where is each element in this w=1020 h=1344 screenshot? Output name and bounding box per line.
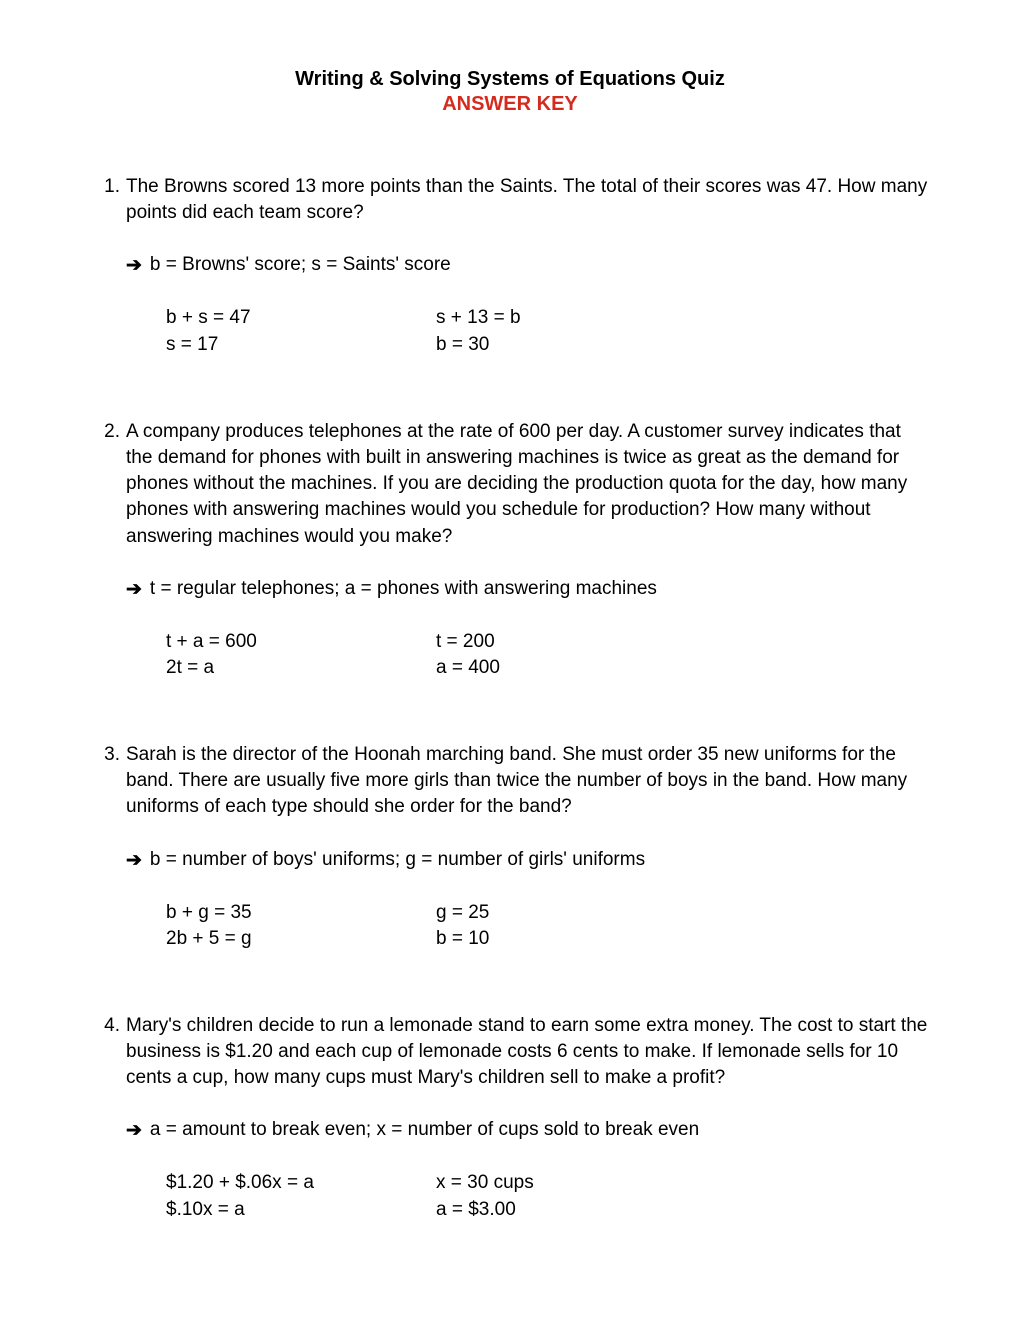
question-2: 2. A company produces telephones at the …	[90, 419, 930, 682]
question-number: 1.	[90, 174, 126, 200]
variable-definitions: t = regular telephones; a = phones with …	[150, 578, 657, 600]
question-4: 4. Mary's children decide to run a lemon…	[90, 1013, 930, 1224]
question-text: The Browns scored 13 more points than th…	[126, 174, 930, 226]
equation: $1.20 + $.06x = a	[166, 1170, 436, 1197]
equation: 2t = a	[166, 655, 436, 682]
arrow-icon: ➔	[126, 254, 142, 277]
equation: a = $3.00	[436, 1197, 534, 1224]
equation: b + s = 47	[166, 305, 436, 332]
equation: b = 10	[436, 926, 489, 953]
question-text: Mary's children decide to run a lemonade…	[126, 1013, 930, 1092]
equation: 2b + 5 = g	[166, 926, 436, 953]
equation: a = 400	[436, 655, 500, 682]
question-3: 3. Sarah is the director of the Hoonah m…	[90, 742, 930, 953]
equation: t + a = 600	[166, 629, 436, 656]
equation: g = 25	[436, 900, 489, 927]
page-title: Writing & Solving Systems of Equations Q…	[90, 68, 930, 91]
arrow-icon: ➔	[126, 578, 142, 601]
variable-definitions: a = amount to break even; x = number of …	[150, 1119, 699, 1141]
equation: t = 200	[436, 629, 500, 656]
question-number: 4.	[90, 1013, 126, 1039]
arrow-icon: ➔	[126, 849, 142, 872]
equation: s = 17	[166, 332, 436, 359]
variable-definitions: b = number of boys' uniforms; g = number…	[150, 849, 645, 871]
question-text: A company produces telephones at the rat…	[126, 419, 930, 550]
arrow-icon: ➔	[126, 1119, 142, 1142]
variable-definitions: b = Browns' score; s = Saints' score	[150, 254, 451, 276]
answer-key-label: ANSWER KEY	[90, 93, 930, 116]
equation: s + 13 = b	[436, 305, 521, 332]
question-number: 2.	[90, 419, 126, 445]
equation: b = 30	[436, 332, 521, 359]
equation: x = 30 cups	[436, 1170, 534, 1197]
equation: $.10x = a	[166, 1197, 436, 1224]
question-text: Sarah is the director of the Hoonah marc…	[126, 742, 930, 821]
question-number: 3.	[90, 742, 126, 768]
equation: b + g = 35	[166, 900, 436, 927]
question-1: 1. The Browns scored 13 more points than…	[90, 174, 930, 359]
